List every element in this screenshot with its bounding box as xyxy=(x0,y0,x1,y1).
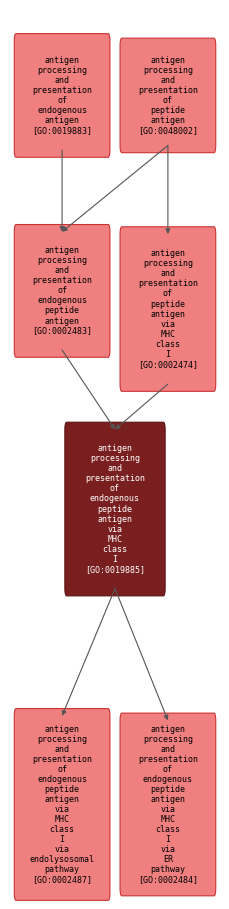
FancyBboxPatch shape xyxy=(120,38,215,153)
FancyBboxPatch shape xyxy=(120,227,215,391)
Text: antigen
processing
and
presentation
of
endogenous
antigen
[GO:0019883]: antigen processing and presentation of e… xyxy=(32,55,92,135)
FancyBboxPatch shape xyxy=(14,34,109,157)
FancyBboxPatch shape xyxy=(120,713,215,896)
Text: antigen
processing
and
presentation
of
peptide
antigen
[GO:0048002]: antigen processing and presentation of p… xyxy=(137,55,197,135)
Text: antigen
processing
and
presentation
of
endogenous
peptide
antigen
[GO:0002483]: antigen processing and presentation of e… xyxy=(32,246,92,335)
FancyBboxPatch shape xyxy=(65,422,164,596)
FancyBboxPatch shape xyxy=(14,709,109,900)
Text: antigen
processing
and
presentation
of
peptide
antigen
via
MHC
class
I
[GO:00024: antigen processing and presentation of p… xyxy=(137,249,197,369)
Text: antigen
processing
and
presentation
of
endogenous
peptide
antigen
via
MHC
class
: antigen processing and presentation of e… xyxy=(85,445,144,574)
Text: antigen
processing
and
presentation
of
endogenous
peptide
antigen
via
MHC
class
: antigen processing and presentation of e… xyxy=(137,724,197,884)
Text: antigen
processing
and
presentation
of
endogenous
peptide
antigen
via
MHC
class
: antigen processing and presentation of e… xyxy=(30,724,94,884)
FancyBboxPatch shape xyxy=(14,225,109,357)
